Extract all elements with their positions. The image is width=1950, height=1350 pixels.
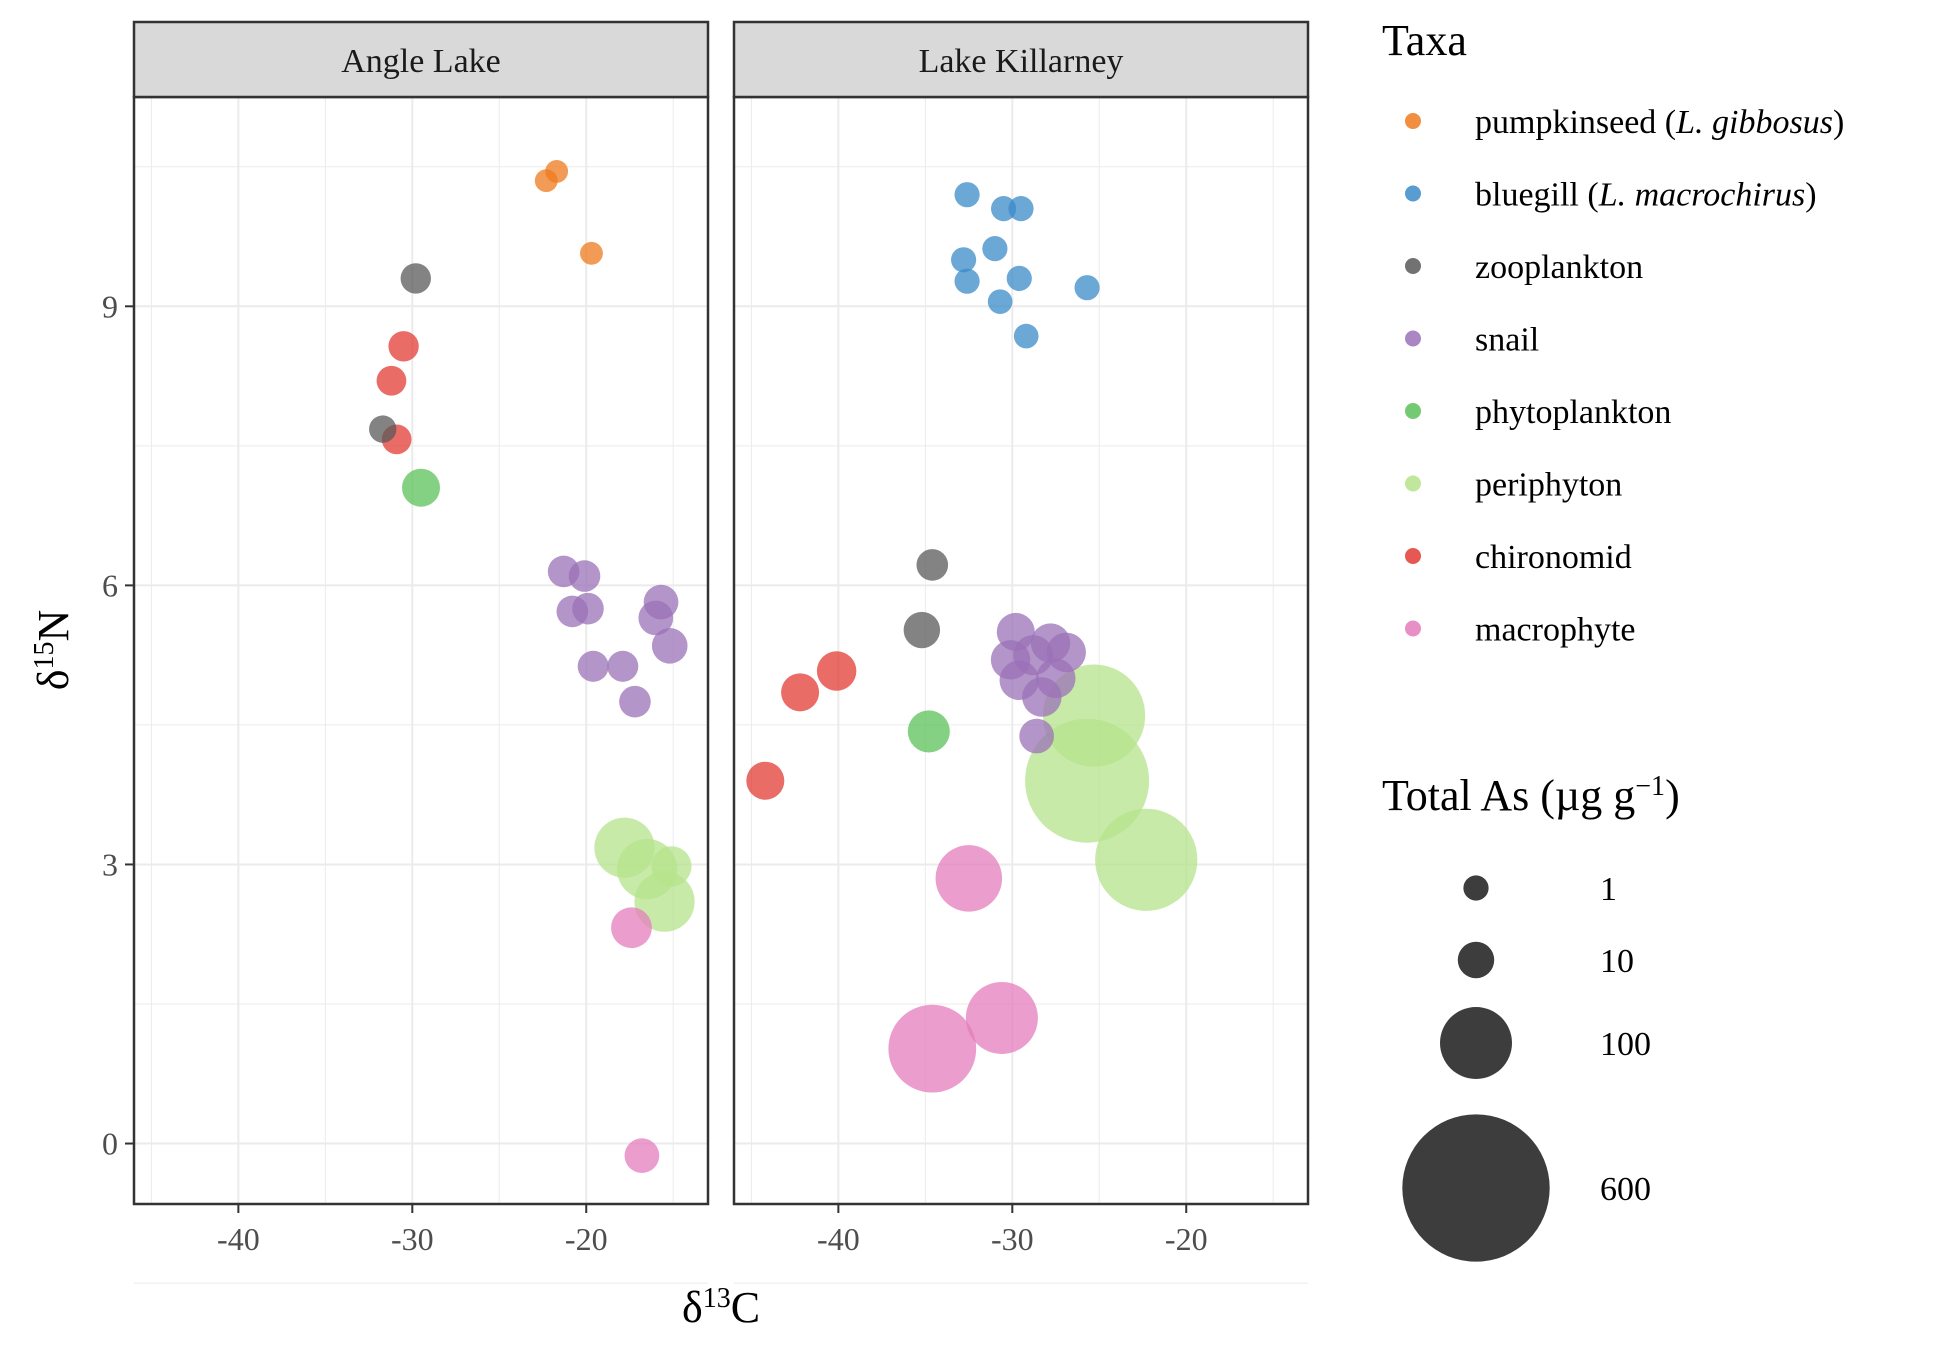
data-point (1008, 196, 1034, 222)
x-axis-title: δ13C (682, 1283, 760, 1333)
data-point (907, 710, 950, 753)
facet-strip (732, 20, 1310, 99)
y-axis-ticks: 0 3 6 9 (102, 288, 134, 1162)
data-point (951, 247, 977, 273)
y-tick-label: 9 (102, 288, 118, 324)
data-point (816, 651, 857, 691)
size-legend-key (1402, 1114, 1550, 1262)
legend-key (1405, 403, 1421, 419)
legend-label: snail (1475, 322, 1539, 359)
data-point (634, 871, 695, 932)
size-legend-label: 100 (1600, 1026, 1651, 1063)
size-legend-label: 600 (1600, 1171, 1651, 1208)
y-tick-label: 3 (102, 846, 118, 882)
legend-label: periphyton (1475, 467, 1622, 504)
data-point (651, 846, 692, 887)
legend-key (1405, 620, 1421, 637)
x-tick-label: -30 (991, 1221, 1034, 1257)
size-legend-title: Total As (µg g−1) (1382, 771, 1680, 821)
data-point (400, 263, 431, 294)
data-point (619, 685, 651, 718)
data-point (888, 1004, 977, 1093)
data-point (965, 981, 1038, 1054)
data-point (369, 415, 397, 443)
data-point (996, 612, 1035, 651)
data-point (607, 650, 639, 682)
facet-label: Lake Killarney (919, 43, 1124, 80)
data-point (903, 611, 941, 649)
legend-label: zooplankton (1475, 249, 1643, 286)
legend-label: chironomid (1475, 539, 1632, 576)
data-point (1013, 323, 1039, 349)
x-axis-ticks: -40 -30 -20 (217, 1204, 608, 1257)
data-point (611, 907, 652, 949)
y-tick-label: 0 (102, 1126, 118, 1162)
data-point (746, 761, 785, 800)
data-point (643, 584, 679, 620)
data-points (746, 182, 1198, 1093)
data-point (624, 1138, 660, 1173)
y-tick-label: 6 (102, 567, 118, 603)
legend-title: Taxa (1382, 16, 1467, 65)
data-point (1074, 275, 1100, 301)
x-tick-label: -20 (565, 1221, 608, 1257)
data-point (568, 560, 601, 592)
legend-key (1405, 548, 1421, 564)
data-point (1019, 718, 1055, 754)
legend-label: phytoplankton (1475, 394, 1671, 431)
data-point (781, 673, 820, 712)
size-legend-key (1463, 875, 1489, 901)
legend-key (1405, 113, 1421, 129)
data-point (572, 592, 604, 625)
y-axis-title: δ15N (29, 610, 79, 691)
data-point (577, 650, 609, 682)
legend-key (1405, 475, 1421, 492)
panel-angle-lake: Angle Lake -40 -30 -20 (132, 20, 710, 1284)
legend-key (1405, 185, 1421, 202)
data-point (916, 549, 949, 581)
x-tick-label: -30 (391, 1221, 434, 1257)
grid-lines (134, 97, 708, 1284)
legend-label: macrophyte (1475, 612, 1636, 649)
legend-label: pumpkinseed (L. gibbosus) (1475, 104, 1844, 141)
data-point (1095, 808, 1198, 911)
data-point (401, 468, 441, 507)
x-tick-label: -40 (817, 1221, 860, 1257)
facet-label: Angle Lake (341, 43, 501, 80)
legend-label: bluegill (L. macrochirus) (1475, 177, 1817, 214)
taxa-legend: Taxa pumpkinseed (L. gibbosus) bluegill (… (1382, 16, 1844, 649)
data-point (935, 845, 1003, 912)
legend-key (1405, 330, 1421, 347)
data-point (388, 331, 419, 362)
data-point (954, 268, 980, 294)
x-axis-ticks: -40 -30 -20 (817, 1204, 1208, 1257)
data-point (1046, 632, 1086, 673)
x-tick-label: -20 (1165, 1221, 1208, 1257)
data-point (982, 236, 1008, 262)
data-point (545, 159, 569, 183)
panel-background (134, 97, 708, 1204)
legend-key (1405, 258, 1421, 274)
data-point (1006, 265, 1032, 291)
data-points (369, 159, 695, 1173)
facet-strip (132, 20, 710, 99)
size-legend-label: 1 (1600, 871, 1617, 908)
size-legend-label: 10 (1600, 943, 1634, 980)
panel-lake-killarney: Lake Killarney -40 -30 -20 (732, 20, 1310, 1284)
size-legend: Total As (µg g−1) 1 10 100 600 (1382, 771, 1680, 1262)
x-tick-label: -40 (217, 1221, 260, 1257)
data-point (954, 182, 980, 208)
data-point (376, 365, 407, 396)
size-legend-key (1440, 1007, 1512, 1079)
data-point (987, 289, 1013, 314)
data-point (651, 628, 688, 664)
data-point (1022, 677, 1062, 717)
data-point (580, 241, 603, 265)
size-legend-key (1457, 941, 1495, 979)
data-point (991, 196, 1017, 222)
